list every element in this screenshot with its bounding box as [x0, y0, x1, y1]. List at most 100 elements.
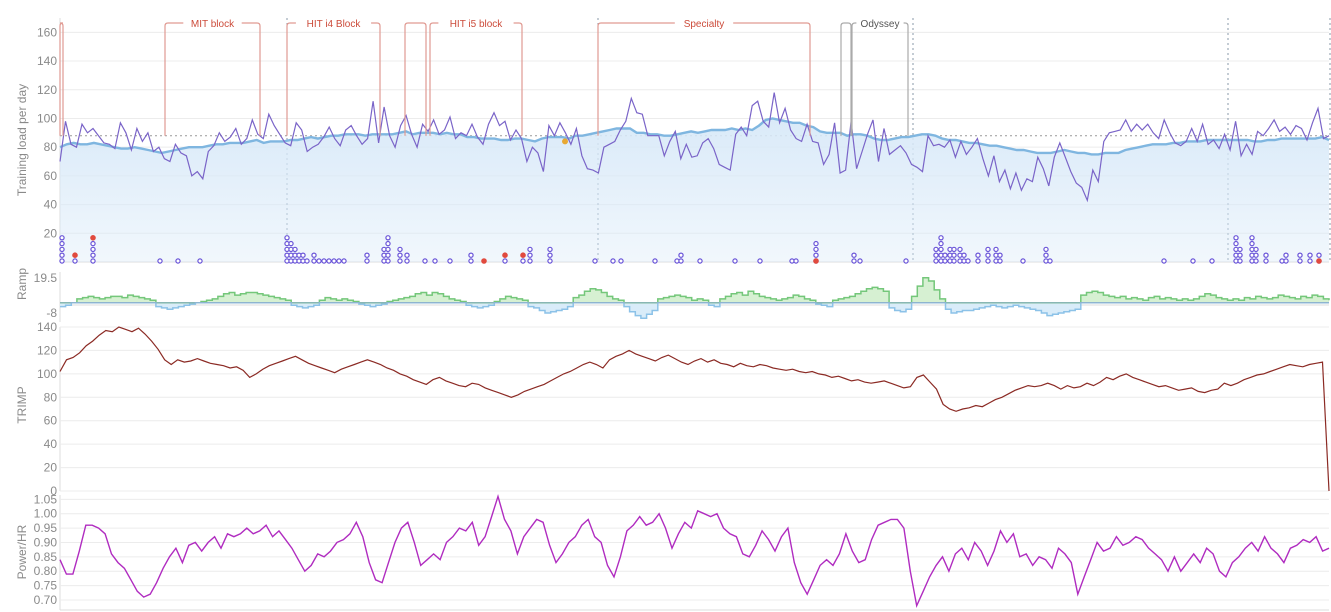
session-dot-56-1[interactable] — [985, 252, 991, 258]
session-dot-24-0[interactable] — [422, 258, 428, 264]
session-dot-27-0[interactable] — [468, 258, 474, 264]
session-dot-71-0[interactable] — [1283, 258, 1289, 264]
session-dot-37-0[interactable] — [678, 258, 684, 264]
session-dot-40-0[interactable] — [757, 258, 763, 264]
session-dot-69-0[interactable] — [1263, 258, 1269, 264]
session-dot-55-1[interactable] — [975, 252, 981, 258]
session-dot-17-0[interactable] — [336, 258, 342, 264]
session-dot-43-2[interactable] — [813, 246, 819, 253]
session-dot-14-0[interactable] — [321, 258, 327, 264]
session-dot-53-1[interactable] — [961, 252, 967, 258]
hard-session-dot-1[interactable] — [90, 235, 96, 241]
session-dot-28-0[interactable] — [502, 258, 508, 264]
hard-session-dot-6[interactable] — [1316, 258, 1322, 264]
session-dot-60-2[interactable] — [1043, 246, 1049, 253]
session-dot-68-0[interactable] — [1253, 258, 1259, 264]
session-dot-42-0[interactable] — [793, 258, 799, 264]
session-dot-21-2[interactable] — [385, 246, 391, 253]
session-dot-30-0[interactable] — [527, 258, 533, 264]
session-dot-12-0[interactable] — [311, 258, 317, 264]
session-dot-27-1[interactable] — [468, 252, 474, 258]
session-dot-43-1[interactable] — [813, 252, 819, 258]
session-dot-18-0[interactable] — [341, 258, 347, 264]
session-dot-67-4[interactable] — [1249, 235, 1255, 241]
session-dot-74-1[interactable] — [1316, 252, 1322, 258]
session-dot-33-0[interactable] — [610, 258, 616, 264]
session-dot-2-1[interactable] — [90, 252, 96, 258]
session-dot-0-3[interactable] — [59, 240, 65, 247]
session-dot-22-0[interactable] — [397, 258, 403, 264]
session-dot-34-0[interactable] — [618, 258, 624, 264]
session-dot-26-0[interactable] — [447, 258, 453, 264]
session-dot-32-0[interactable] — [592, 258, 598, 264]
session-dot-56-0[interactable] — [985, 258, 991, 264]
session-dot-44-1[interactable] — [851, 252, 857, 258]
hard-session-dot-2[interactable] — [481, 258, 487, 264]
session-dot-23-0[interactable] — [404, 258, 410, 264]
session-dot-54-0[interactable] — [965, 258, 971, 264]
session-dot-47-0[interactable] — [933, 258, 939, 264]
session-dot-21-0[interactable] — [385, 258, 391, 264]
session-dot-48-3[interactable] — [938, 240, 944, 247]
session-dot-72-1[interactable] — [1297, 252, 1303, 258]
session-dot-15-0[interactable] — [326, 258, 332, 264]
session-dot-64-0[interactable] — [1209, 258, 1215, 264]
session-dot-29-0[interactable] — [520, 258, 526, 264]
session-dot-0-0[interactable] — [59, 258, 65, 264]
session-dot-51-0[interactable] — [951, 258, 957, 264]
session-dot-49-0[interactable] — [942, 258, 948, 264]
session-dot-12-1[interactable] — [311, 252, 317, 258]
session-dot-61-0[interactable] — [1047, 258, 1053, 264]
session-dot-21-4[interactable] — [385, 235, 391, 241]
hard-session-dot-4[interactable] — [520, 252, 526, 258]
session-dot-7-3[interactable] — [288, 240, 294, 247]
session-dot-31-0[interactable] — [547, 258, 553, 264]
session-dot-48-4[interactable] — [938, 235, 944, 241]
session-dot-73-1[interactable] — [1307, 252, 1313, 258]
session-dot-66-1[interactable] — [1237, 252, 1243, 258]
session-dot-16-0[interactable] — [331, 258, 337, 264]
session-dot-37-1[interactable] — [678, 252, 684, 258]
session-dot-8-2[interactable] — [292, 246, 298, 253]
session-dot-35-0[interactable] — [652, 258, 658, 264]
hard-session-dot-5[interactable] — [813, 258, 819, 264]
session-dot-69-1[interactable] — [1263, 252, 1269, 258]
session-dot-1-0[interactable] — [72, 258, 78, 264]
session-dot-21-3[interactable] — [385, 240, 391, 247]
session-dot-49-1[interactable] — [942, 252, 948, 258]
session-dot-73-0[interactable] — [1307, 258, 1313, 264]
session-dot-11-0[interactable] — [304, 258, 310, 264]
session-dot-22-1[interactable] — [397, 252, 403, 258]
session-dot-22-2[interactable] — [397, 246, 403, 253]
session-dot-5-0[interactable] — [197, 258, 203, 264]
session-dot-72-0[interactable] — [1297, 258, 1303, 264]
session-dot-2-0[interactable] — [90, 258, 96, 264]
session-dot-63-0[interactable] — [1190, 258, 1196, 264]
hard-session-dot-3[interactable] — [502, 252, 508, 258]
session-dot-44-0[interactable] — [851, 258, 857, 264]
session-dot-0-4[interactable] — [59, 235, 65, 241]
session-dot-30-2[interactable] — [527, 246, 533, 253]
session-dot-0-1[interactable] — [59, 252, 65, 258]
session-dot-56-2[interactable] — [985, 246, 991, 253]
session-dot-25-0[interactable] — [432, 258, 438, 264]
hard-session-dot-0[interactable] — [72, 252, 78, 258]
session-dot-31-1[interactable] — [547, 252, 553, 258]
session-dot-0-2[interactable] — [59, 246, 65, 253]
session-dot-51-1[interactable] — [951, 252, 957, 258]
session-dot-60-1[interactable] — [1043, 252, 1049, 258]
session-dot-47-2[interactable] — [933, 246, 939, 253]
session-dot-30-1[interactable] — [527, 252, 533, 258]
session-dot-59-0[interactable] — [1020, 258, 1026, 264]
session-dot-58-0[interactable] — [997, 258, 1003, 264]
session-dot-68-2[interactable] — [1253, 246, 1259, 253]
session-dot-45-0[interactable] — [857, 258, 863, 264]
session-dot-62-0[interactable] — [1161, 258, 1167, 264]
session-dot-66-0[interactable] — [1237, 258, 1243, 264]
session-dot-38-0[interactable] — [697, 258, 703, 264]
session-dot-39-0[interactable] — [732, 258, 738, 264]
session-dot-3-0[interactable] — [157, 258, 163, 264]
session-dot-21-1[interactable] — [385, 252, 391, 258]
session-dot-31-2[interactable] — [547, 246, 553, 253]
session-dot-48-2[interactable] — [938, 246, 944, 253]
